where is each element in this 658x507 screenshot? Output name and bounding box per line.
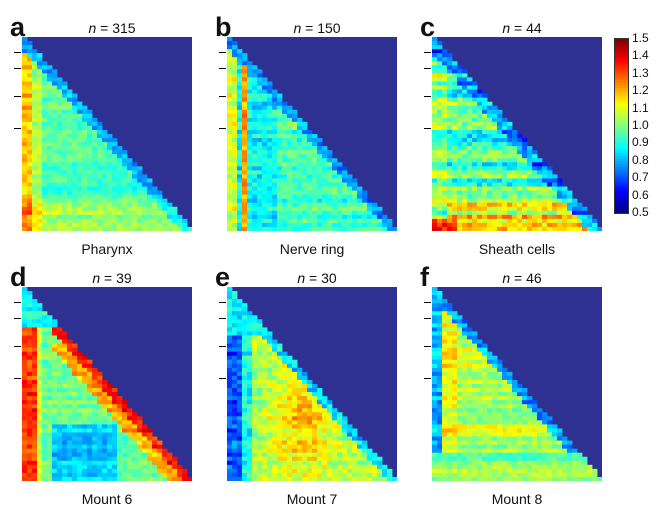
heatmap-svg <box>227 287 397 481</box>
panel-b: b n = 150 Nerve ring <box>215 12 415 257</box>
colorbar-tick-label: 0.6 <box>632 187 649 202</box>
y-tick-mark <box>219 96 226 97</box>
colorbar-tick-label: 0.9 <box>632 135 649 150</box>
panel-caption: Mount 7 <box>286 491 338 507</box>
sample-size-symbol: n <box>88 20 97 36</box>
panel-letter: e <box>215 262 231 292</box>
heatmap-svg <box>22 287 192 481</box>
y-tick-mark <box>424 346 431 347</box>
y-tick-mark <box>424 68 431 69</box>
heatmap <box>22 37 192 231</box>
y-tick-mark <box>219 318 226 319</box>
sample-size-label: n = 46 <box>462 270 582 286</box>
colorbar-tick-label: 1.2 <box>632 83 649 98</box>
colorbar: 1.5 1.4 1.3 1.2 1.1 1.0 0.9 0.8 0.7 0.6 0.5 <box>614 32 658 219</box>
heatmap <box>22 287 192 481</box>
y-tick-mark <box>424 302 431 303</box>
colorbar-tick-label: 1.1 <box>632 100 649 115</box>
y-axis-ticks <box>219 287 227 481</box>
panel-letter: f <box>420 262 429 292</box>
heatmap-svg <box>432 37 602 231</box>
heatmap-svg <box>22 37 192 231</box>
panel-letter: b <box>215 12 232 42</box>
y-tick-mark <box>219 68 226 69</box>
sample-size-symbol: n <box>293 20 302 36</box>
sample-size-label: n = 39 <box>52 270 172 286</box>
panel-letter: d <box>10 262 27 292</box>
panel-caption: Pharynx <box>81 241 133 257</box>
sample-size-value: = 30 <box>309 270 337 286</box>
y-tick-mark <box>219 302 226 303</box>
sample-size-symbol: n <box>502 20 511 36</box>
heatmap-svg <box>432 287 602 481</box>
y-tick-mark <box>14 302 21 303</box>
y-tick-mark <box>424 96 431 97</box>
y-tick-mark <box>14 52 21 53</box>
sample-size-symbol: n <box>92 270 101 286</box>
panel-e: e n = 30 Mount 7 <box>215 262 415 507</box>
sample-size-value: = 315 <box>100 20 136 36</box>
y-axis-ticks <box>14 287 22 481</box>
sample-size-label: n = 30 <box>257 270 377 286</box>
figure: a n = 315 Pharynx b n = 150 Nerve ring c n = 44… <box>10 12 658 507</box>
panel-a: a n = 315 Pharynx <box>10 12 210 257</box>
y-axis-ticks <box>219 37 227 231</box>
colorbar-tick-label: 1.4 <box>632 48 649 63</box>
y-tick-mark <box>424 52 431 53</box>
sample-size-label: n = 150 <box>257 20 377 36</box>
panel-caption: Mount 8 <box>491 491 543 507</box>
sample-size-value: = 46 <box>514 270 542 286</box>
y-tick-mark <box>424 128 431 129</box>
colorbar-tick-label: 1.0 <box>632 118 649 132</box>
heatmap <box>227 287 397 481</box>
colorbar-tick-label: 0.8 <box>632 152 649 167</box>
sample-size-label: n = 44 <box>462 20 582 36</box>
sample-size-symbol: n <box>297 270 306 286</box>
y-tick-mark <box>14 318 21 319</box>
panel-c: c n = 44 Sheath cells <box>420 12 620 257</box>
y-tick-mark <box>424 378 431 379</box>
panel-caption: Mount 6 <box>81 491 133 507</box>
colorbar-tick-label: 1.3 <box>632 65 649 80</box>
y-tick-mark <box>219 346 226 347</box>
y-axis-ticks <box>14 37 22 231</box>
y-axis-ticks <box>424 37 432 231</box>
sample-size-symbol: n <box>502 270 511 286</box>
sample-size-value: = 39 <box>104 270 132 286</box>
y-tick-mark <box>14 346 21 347</box>
heatmap <box>432 287 602 481</box>
y-tick-mark <box>14 128 21 129</box>
heatmap <box>432 37 602 231</box>
y-axis-ticks <box>424 287 432 481</box>
y-tick-mark <box>14 68 21 69</box>
y-tick-mark <box>424 318 431 319</box>
y-tick-mark <box>219 378 226 379</box>
panel-d: d n = 39 Mount 6 <box>10 262 210 507</box>
y-tick-mark <box>219 52 226 53</box>
sample-size-value: = 150 <box>305 20 341 36</box>
panel-letter: a <box>10 12 26 42</box>
panel-caption: Nerve ring <box>279 241 345 257</box>
y-tick-mark <box>219 128 226 129</box>
heatmap <box>227 37 397 231</box>
y-tick-mark <box>14 96 21 97</box>
sample-size-label: n = 315 <box>52 20 172 36</box>
heatmap-svg <box>227 37 397 231</box>
panel-caption: Sheath cells <box>478 241 556 257</box>
panel-letter: c <box>420 12 436 42</box>
colorbar-tick-label: 1.5 <box>632 31 649 45</box>
panel-f: f n = 46 Mount 8 <box>420 262 620 507</box>
colorbar-tick-label: 0.5 <box>632 205 649 219</box>
y-tick-mark <box>14 378 21 379</box>
sample-size-value: = 44 <box>514 20 542 36</box>
colorbar-gradient <box>614 38 629 214</box>
colorbar-tick-label: 0.7 <box>632 170 649 185</box>
